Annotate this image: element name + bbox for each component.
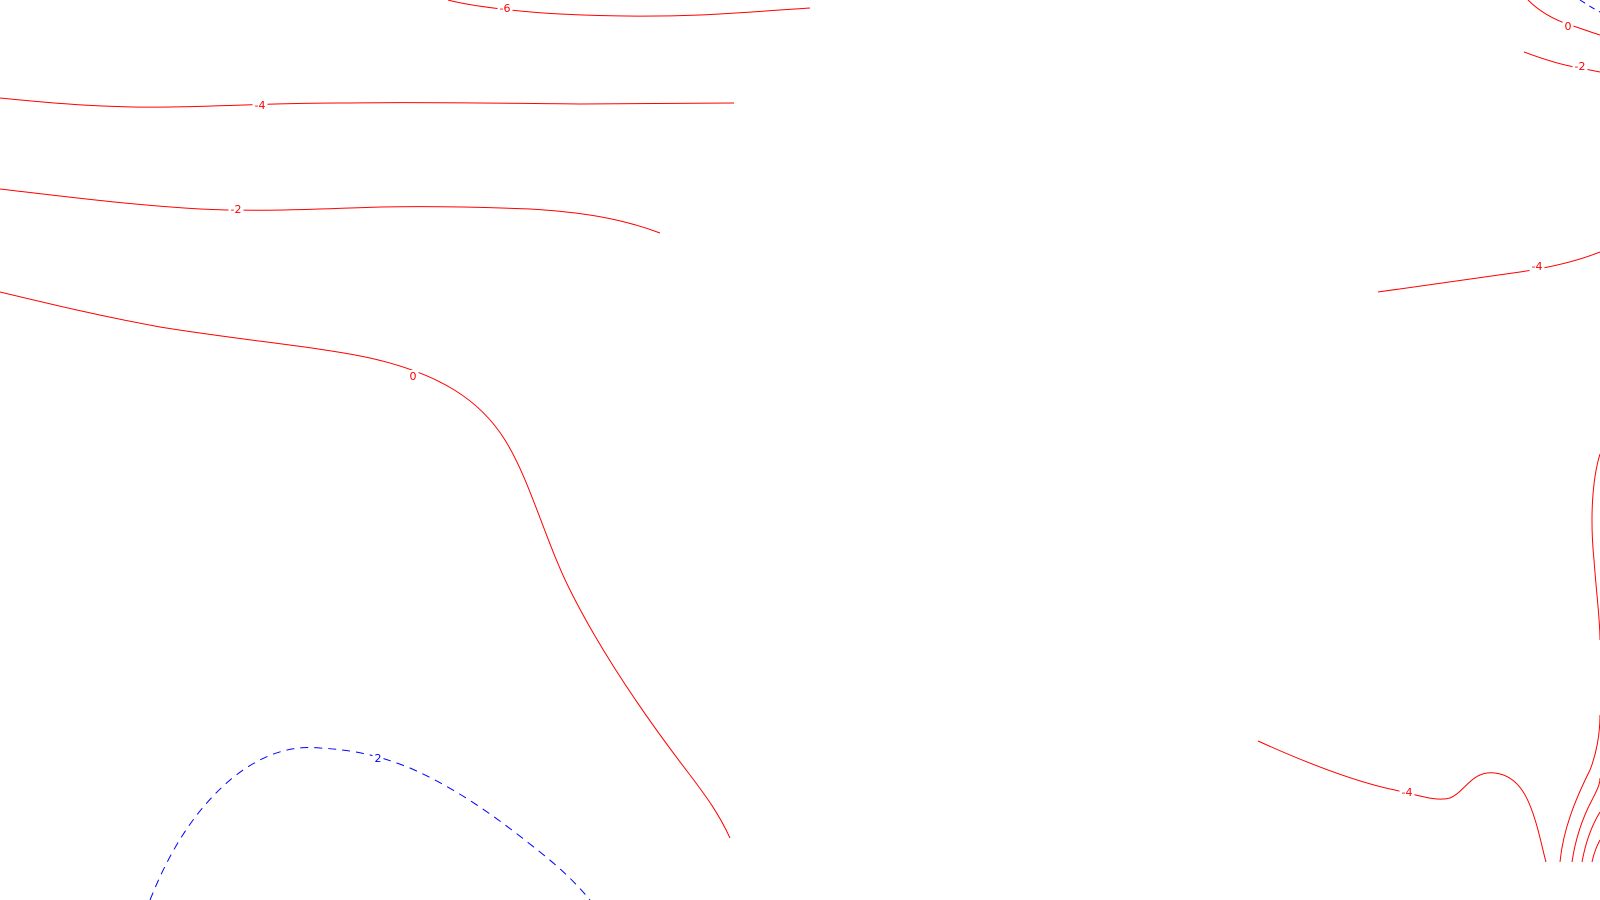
contour-label-top-6: -6 bbox=[500, 2, 511, 15]
contour-label-tr-2: -2 bbox=[1575, 60, 1586, 73]
contour-label-backing bbox=[407, 370, 419, 383]
contour-label-upper-4: -4 bbox=[255, 99, 266, 112]
contour-line-tr-dash bbox=[1579, 0, 1600, 13]
contour-label-left-0: 0 bbox=[410, 370, 417, 383]
contour-line-upper-4 bbox=[0, 97, 735, 108]
contour-label-backing bbox=[1562, 20, 1574, 33]
contour-label-right-4: -4 bbox=[1532, 260, 1543, 273]
contour-line-right-edge bbox=[1591, 453, 1600, 641]
contour-label-backing bbox=[252, 99, 268, 112]
contour-label-upper-2: -2 bbox=[231, 203, 242, 216]
contour-line-right-4 bbox=[1377, 251, 1600, 293]
contour-line-bottom-dash-2 bbox=[149, 747, 591, 900]
contour-label-backing bbox=[1529, 260, 1545, 273]
contour-label-bottom-dash-2: 2 bbox=[375, 752, 382, 765]
contour-label-tr-0: 0 bbox=[1565, 20, 1572, 33]
contour-label-backing bbox=[1399, 786, 1415, 799]
contour-line-upper-2 bbox=[0, 188, 661, 234]
contour-line-left-0 bbox=[0, 291, 731, 839]
contour-label-backing bbox=[228, 203, 244, 216]
contour-label-backing bbox=[497, 2, 513, 15]
contour-label-backing bbox=[1572, 60, 1588, 73]
contour-label-backing bbox=[372, 752, 384, 765]
contour-line-bottom-right-4 bbox=[1257, 740, 1547, 863]
contour-line-br-fan-3 bbox=[1581, 811, 1600, 863]
contour-line-br-fan-1 bbox=[1559, 714, 1600, 863]
contour-line-br-fan-2 bbox=[1571, 777, 1600, 863]
contour-label-bottom-right-4: -4 bbox=[1402, 786, 1413, 799]
contour-line-br-fan-4 bbox=[1591, 839, 1600, 863]
